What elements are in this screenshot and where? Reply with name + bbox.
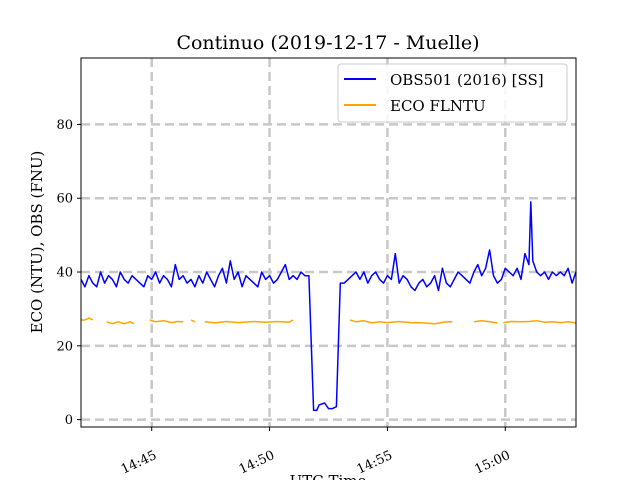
x-tick-label: 15:00 xyxy=(472,448,512,477)
y-axis-label: ECO (NTU), OBS (FNU) xyxy=(28,151,46,334)
plot-series xyxy=(80,201,577,412)
y-tick-label: 60 xyxy=(56,192,73,207)
series-line-eco-flntu xyxy=(190,319,196,323)
series-line-eco-flntu xyxy=(149,319,184,324)
x-tick-label: 14:50 xyxy=(237,448,277,477)
series-line-eco-flntu xyxy=(503,319,577,324)
legend-box xyxy=(337,63,568,123)
legend-label-obs501: OBS501 (2016) [SS] xyxy=(390,71,544,89)
x-tick-label: 14:45 xyxy=(119,448,159,477)
series-line-obs501 xyxy=(80,201,577,412)
y-tick-label: 40 xyxy=(56,266,73,281)
series-line-eco-flntu xyxy=(204,319,294,324)
series-line-eco-flntu xyxy=(473,319,498,324)
legend: OBS501 (2016) [SS] ECO FLNTU xyxy=(337,63,568,123)
y-tick-label: 0 xyxy=(65,413,73,428)
plot-frame xyxy=(80,57,577,428)
y-tick-label: 80 xyxy=(56,118,73,133)
legend-label-eco-flntu: ECO FLNTU xyxy=(390,97,486,115)
chart-title: Continuo (2019-12-17 - Muelle) xyxy=(176,32,479,54)
series-line-eco-flntu xyxy=(81,317,94,321)
y-tick-label: 20 xyxy=(56,339,73,354)
series-line-eco-flntu xyxy=(106,321,135,325)
x-axis-label: UTC Time xyxy=(290,472,367,480)
series-line-eco-flntu xyxy=(349,319,453,325)
